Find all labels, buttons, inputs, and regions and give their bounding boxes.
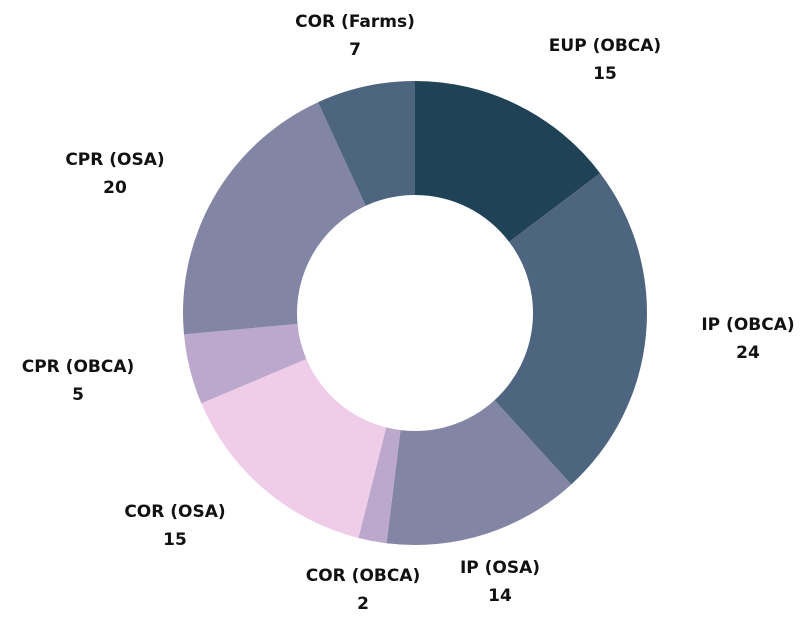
slice-label: COR (OBCA) — [306, 566, 421, 586]
slice-label: COR (OSA) — [124, 502, 225, 522]
donut-slice — [201, 358, 387, 538]
donut-slice — [318, 81, 415, 206]
donut-slice — [183, 323, 307, 404]
donut-slice — [182, 102, 366, 335]
donut-slice — [358, 427, 401, 544]
slice-value: 15 — [163, 530, 187, 550]
slice-value: 24 — [736, 343, 760, 363]
donut-slice — [386, 400, 572, 545]
slice-label: EUP (OBCA) — [549, 36, 661, 56]
slice-value: 2 — [357, 594, 369, 614]
slice-value: 5 — [72, 385, 84, 405]
slice-label: IP (OSA) — [460, 558, 540, 578]
slice-label: CPR (OBCA) — [22, 357, 135, 377]
slice-value: 15 — [593, 64, 617, 84]
slice-value: 14 — [488, 586, 512, 606]
donut-slice — [494, 173, 647, 485]
slice-value: 20 — [103, 178, 127, 198]
slice-label: IP (OBCA) — [701, 315, 794, 335]
slice-label: COR (Farms) — [295, 12, 415, 32]
donut-slice — [415, 81, 601, 242]
slice-value: 7 — [349, 40, 361, 60]
slice-label: CPR (OSA) — [65, 150, 164, 170]
